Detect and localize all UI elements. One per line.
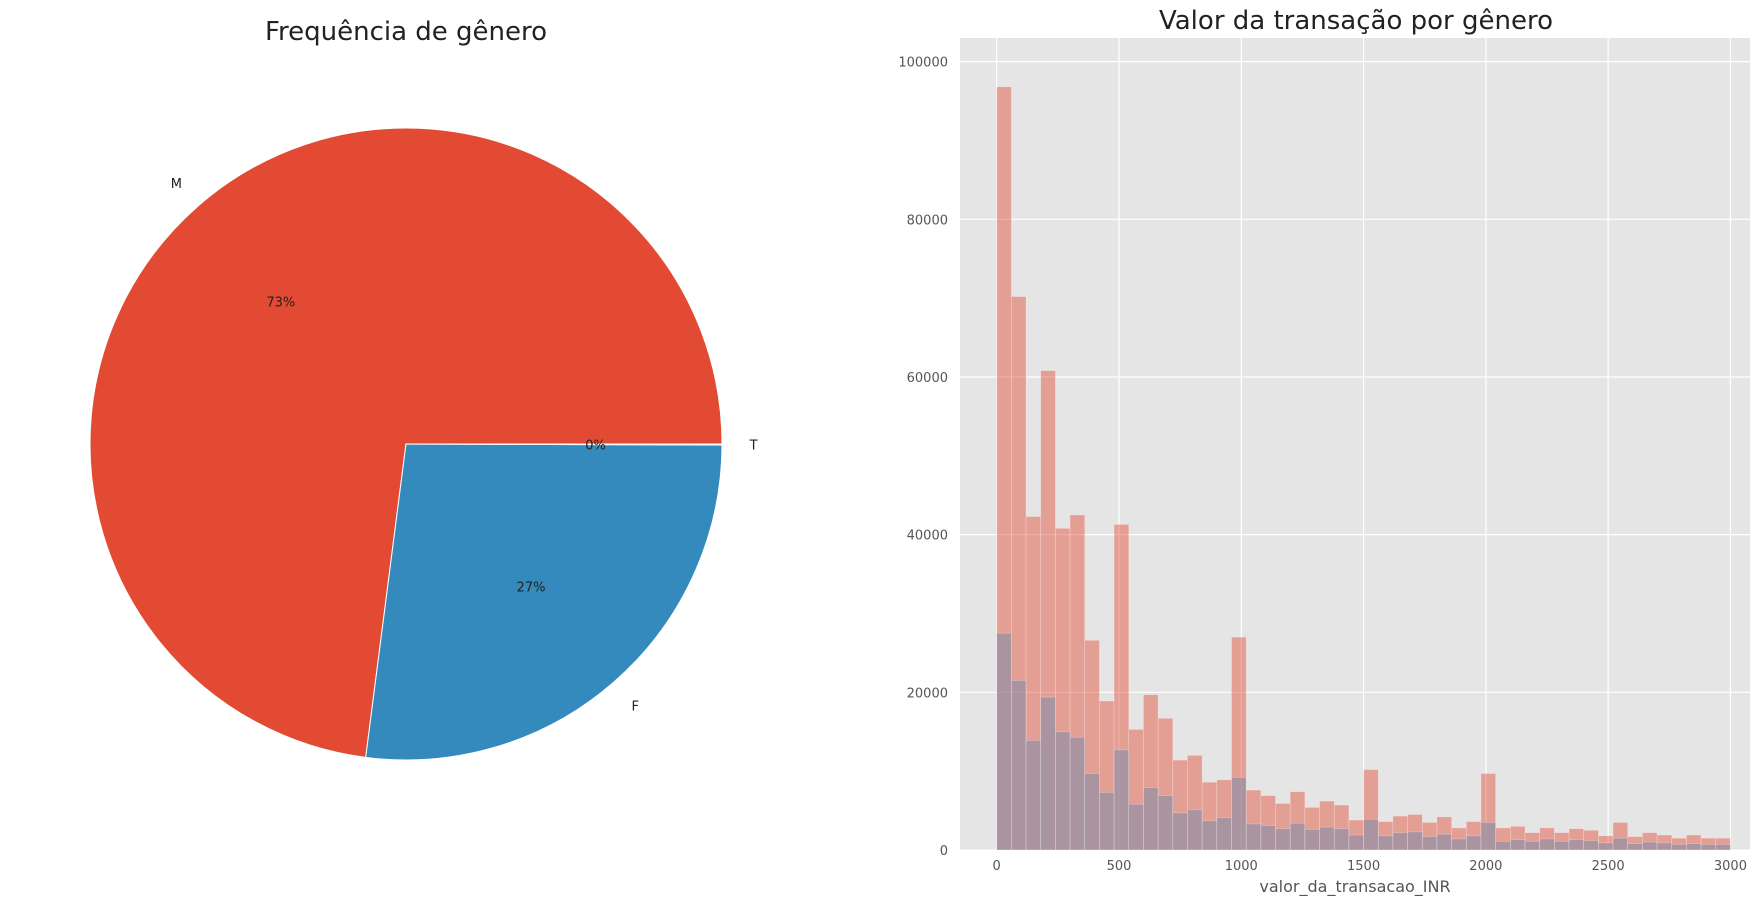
histogram-bar [1319,826,1335,851]
histogram-bar [1201,820,1218,851]
histogram-bar [1583,840,1599,851]
pie-chart-panel: Frequência de gênero M 73% F 27% T 0% [89,17,758,761]
histogram-bar [1539,838,1555,851]
histogram-bar [1055,731,1071,851]
pie-labels: M 73% F 27% T 0% [171,177,758,714]
histogram-bar [1377,835,1394,851]
x-axis-ticks: 0 500 1000 1500 2000 2500 3000 [993,859,1747,874]
histogram-bar [1245,823,1262,851]
pie-slices [89,127,723,761]
histogram-series-1 [996,632,1731,851]
x-tick-label: 0 [993,859,1001,874]
histogram-bar [1216,817,1232,851]
y-tick-label: 0 [940,844,948,859]
histogram-bar [1421,836,1438,851]
histogram-bar [1231,777,1247,851]
pie-pct-f: 27% [517,581,546,596]
pie-chart-title: Frequência de gênero [265,17,547,47]
histogram-bar [1524,841,1540,851]
pie-label-t: T [749,439,758,454]
pie-slice-f [365,443,723,761]
histogram-bar [1084,773,1100,851]
histogram-bar [1040,696,1056,851]
histogram-bar [1069,736,1086,851]
x-tick-label: 500 [1107,859,1132,874]
histogram-bar [1480,822,1496,851]
histogram-bar [1612,837,1629,851]
histogram-bar [996,632,1012,851]
histogram-bar [1260,825,1276,851]
histogram-bar [1495,841,1511,851]
histogram-bar [1700,844,1717,851]
x-tick-label: 1500 [1347,859,1380,874]
histogram-bar [1143,787,1159,851]
pie-label-m: M [171,177,182,192]
pie-slice-m [89,127,723,758]
histogram-bar [1627,843,1643,851]
y-tick-label: 80000 [907,213,948,228]
x-tick-label: 3000 [1714,859,1747,874]
x-tick-label: 1000 [1225,859,1258,874]
pie-pct-m: 73% [266,296,295,311]
histogram-bar [1289,822,1306,851]
pie-pct-t: 0% [585,438,606,453]
histogram-bar [1099,792,1115,851]
histogram-bar [1715,844,1731,851]
histogram-bar [1157,795,1174,851]
x-axis-label: valor_da_transacao_INR [1259,877,1450,897]
histogram-bar [1642,841,1658,851]
histogram-bar [1113,749,1130,851]
pie-label-f: F [631,699,638,714]
histogram-bar [1598,842,1614,851]
histogram-bar [1011,680,1027,851]
y-tick-label: 60000 [907,371,948,386]
histogram-bar [1025,740,1042,851]
histogram-panel: Valor da transação por gênero 0200004000… [898,6,1750,897]
histogram-bar [1656,842,1673,851]
histogram-bar [1510,839,1526,851]
histogram-bar [1671,844,1687,851]
histogram-title: Valor da transação por gênero [1159,6,1553,36]
histogram-bar [1304,829,1320,851]
histogram-bar [1554,841,1570,851]
histogram-bar [1568,839,1584,851]
histogram-bar [1187,809,1203,851]
y-axis-ticks: 0 20000 40000 60000 80000 100000 [898,56,948,859]
histogram-bar [1172,812,1188,851]
histogram-bar [1465,835,1482,851]
y-tick-label: 100000 [898,56,948,71]
histogram-bar [1686,843,1702,851]
histogram-bar [1275,828,1291,851]
x-tick-label: 2500 [1592,859,1625,874]
histogram-bar [1407,831,1423,851]
histogram-bar [1392,832,1408,851]
histogram-bar [1363,818,1379,851]
pie-slice-t [405,443,723,446]
histogram-bar [1128,803,1144,851]
histogram-bar [1436,833,1452,851]
histogram-bar [1451,838,1467,851]
plot-area-background [960,38,1750,850]
histogram-bar [1348,834,1364,851]
y-tick-label: 40000 [907,529,948,544]
histogram-bar [1333,828,1350,851]
histogram-bars [996,86,1731,851]
y-tick-label: 20000 [907,686,948,701]
x-tick-label: 2000 [1469,859,1502,874]
